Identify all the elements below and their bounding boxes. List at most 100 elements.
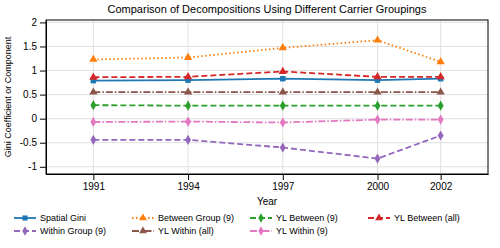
x-tick: 1991 xyxy=(83,174,106,192)
legend-item: YL Between (all) xyxy=(368,213,460,223)
series-marker xyxy=(280,117,286,127)
x-tick: 2000 xyxy=(367,174,390,192)
grid-line xyxy=(46,46,488,47)
x-tick-mark xyxy=(93,174,94,180)
series-marker xyxy=(89,72,97,79)
series-line xyxy=(93,71,440,77)
series-marker xyxy=(89,55,97,62)
series-marker xyxy=(438,101,444,111)
series-marker xyxy=(280,142,286,152)
series-marker xyxy=(184,87,192,94)
series-line xyxy=(93,104,440,106)
y-tick-mark xyxy=(40,22,46,23)
series-marker xyxy=(279,43,287,50)
title: Comparison of Decompositions Using Diffe… xyxy=(108,3,427,15)
legend-marker xyxy=(22,226,27,235)
legend-item: YL Between (9) xyxy=(250,213,338,223)
series-marker xyxy=(436,87,444,94)
y-axis-title: Gini Coefficient or Component xyxy=(3,36,13,157)
legend-label: YL Between (all) xyxy=(394,213,460,223)
y-tick: 0 xyxy=(31,113,46,124)
grid-line xyxy=(188,20,189,174)
series-marker xyxy=(375,115,381,125)
marks xyxy=(89,35,445,163)
grid-line xyxy=(46,94,488,95)
x-tick-label: 1991 xyxy=(83,181,106,192)
series-marker xyxy=(185,135,191,145)
y-tick-mark xyxy=(40,119,46,120)
y-tick-label: 1.5 xyxy=(23,41,37,52)
y-tick-label: 0.5 xyxy=(23,89,37,100)
series-marker xyxy=(184,72,192,79)
legend-label: YL Within (9) xyxy=(276,226,328,236)
series-marker xyxy=(436,57,444,64)
legend-label: Between Group (9) xyxy=(158,213,234,223)
legend-marker xyxy=(139,214,147,221)
grid-line xyxy=(440,20,441,174)
x-tick-mark xyxy=(378,174,379,180)
series-marker xyxy=(438,130,444,140)
axis-domain xyxy=(47,174,489,175)
series-line xyxy=(93,120,440,123)
grid xyxy=(46,20,488,174)
axis-domain xyxy=(46,21,47,175)
series-marker xyxy=(438,115,444,125)
chart: 1991 1994 1997 2000 2002 -1 -0.5 0 0.5 1 1.5 2 Compa… xyxy=(0,0,500,248)
series-line xyxy=(93,79,440,81)
y-tick-mark xyxy=(40,95,46,96)
y-tick-label: 2 xyxy=(31,17,37,28)
grid-line xyxy=(46,22,488,23)
grid-line xyxy=(46,70,488,71)
series-marker xyxy=(90,100,96,110)
legend-item: YL Within (9) xyxy=(250,226,328,236)
legend-item: Within Group (9) xyxy=(14,226,106,236)
y-tick-label: -0.5 xyxy=(20,137,38,148)
grid-line xyxy=(46,142,488,143)
series-marker xyxy=(280,76,285,81)
series-line xyxy=(93,91,440,93)
series-marker xyxy=(279,87,287,94)
legend-label: YL Within (all) xyxy=(158,226,214,236)
y-tick-mark xyxy=(40,167,46,168)
y-tick: 0.5 xyxy=(23,89,46,100)
series-marker xyxy=(373,35,381,42)
x-tick-label: 2002 xyxy=(430,181,453,192)
x-tick-mark xyxy=(441,174,442,180)
series-marker xyxy=(90,135,96,145)
plot: 1991 1994 1997 2000 2002 -1 -0.5 0 0.5 1 1.5 2 xyxy=(20,17,489,192)
x-tick-mark xyxy=(188,174,189,180)
legend-marker xyxy=(375,214,383,221)
series-marker xyxy=(184,53,192,60)
legend-label: Within Group (9) xyxy=(40,226,106,236)
series-marker xyxy=(280,101,286,111)
legend-marker xyxy=(22,215,27,220)
legend-marker xyxy=(258,226,263,235)
legend-marker xyxy=(139,227,147,234)
y-tick: 2 xyxy=(31,17,46,28)
y-tick-label: -1 xyxy=(28,161,37,172)
y-tick: -1 xyxy=(28,161,46,172)
x-tick-label: 1994 xyxy=(177,181,200,192)
series-marker xyxy=(375,154,381,164)
series-marker xyxy=(436,72,444,79)
x-tick-label: 1997 xyxy=(272,181,295,192)
grid-line xyxy=(93,20,94,174)
y-tick: -0.5 xyxy=(20,137,46,148)
x-axis-title: Year xyxy=(257,196,278,207)
series-marker xyxy=(185,101,191,111)
series-marker xyxy=(279,67,287,74)
x-tick: 1994 xyxy=(177,174,200,192)
y-tick-mark xyxy=(40,46,46,47)
series-marker xyxy=(373,87,381,94)
legend-marker xyxy=(258,213,263,222)
legend-item: YL Within (all) xyxy=(132,226,214,236)
x-tick-label: 2000 xyxy=(367,181,390,192)
x-axis: 1991 1994 1997 2000 2002 xyxy=(47,174,489,192)
y-tick-label: 1 xyxy=(31,65,37,76)
series-line xyxy=(93,40,440,62)
x-tick: 1997 xyxy=(272,174,295,192)
legend-label: Spatial Gini xyxy=(40,213,86,223)
grid-line xyxy=(377,20,378,174)
legend-item: Spatial Gini xyxy=(14,213,86,223)
x-tick: 2002 xyxy=(430,174,453,192)
